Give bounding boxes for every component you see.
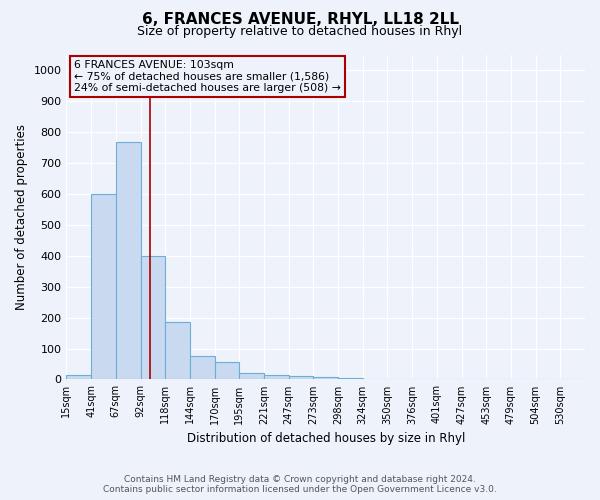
Text: Contains HM Land Registry data © Crown copyright and database right 2024.
Contai: Contains HM Land Registry data © Crown c…: [103, 474, 497, 494]
Bar: [91, 194, 116, 380]
Text: Size of property relative to detached houses in Rhyl: Size of property relative to detached ho…: [137, 25, 463, 38]
Y-axis label: Number of detached properties: Number of detached properties: [15, 124, 28, 310]
Text: 6, FRANCES AVENUE, RHYL, LL18 2LL: 6, FRANCES AVENUE, RHYL, LL18 2LL: [142, 12, 458, 28]
Bar: [313, 377, 338, 380]
Bar: [140, 256, 165, 380]
Bar: [116, 142, 140, 380]
Bar: [165, 322, 190, 380]
Bar: [338, 378, 363, 380]
Bar: [215, 362, 239, 380]
X-axis label: Distribution of detached houses by size in Rhyl: Distribution of detached houses by size …: [187, 432, 465, 445]
Bar: [239, 374, 264, 380]
Bar: [264, 375, 289, 380]
Bar: [67, 375, 91, 380]
Text: 6 FRANCES AVENUE: 103sqm
← 75% of detached houses are smaller (1,586)
24% of sem: 6 FRANCES AVENUE: 103sqm ← 75% of detach…: [74, 60, 341, 93]
Bar: [289, 376, 313, 380]
Bar: [190, 356, 215, 380]
